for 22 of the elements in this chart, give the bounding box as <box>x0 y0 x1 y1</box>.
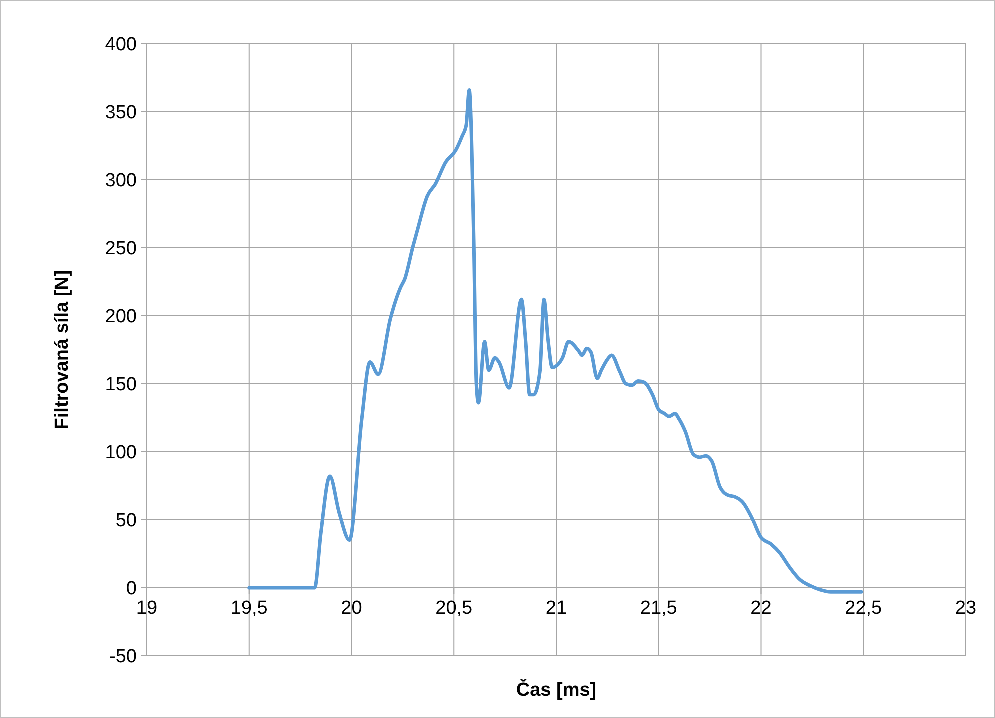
y-tick-label: -50 <box>110 646 137 668</box>
line-series <box>248 88 864 594</box>
x-tick-label: 21,5 <box>640 598 678 619</box>
x-tick-label: 22,5 <box>845 598 882 619</box>
x-tick-label: 19,5 <box>230 598 268 619</box>
y-tick-label: 150 <box>105 374 137 396</box>
x-axis-title: Čas [ms] <box>516 678 597 701</box>
y-tick-label: 400 <box>105 34 137 56</box>
x-tick-label: 22 <box>750 598 772 619</box>
y-tick-label: 200 <box>105 306 137 328</box>
x-tick-label: 20,5 <box>436 598 473 619</box>
y-axis-title: Filtrovaná síla [N] <box>52 270 73 430</box>
x-tick-label: 21 <box>546 598 568 619</box>
x-tick-label: 20 <box>341 598 362 619</box>
x-tick-label: 23 <box>955 598 977 619</box>
y-tick-label: 100 <box>105 442 137 464</box>
y-tick-label: 350 <box>105 102 137 124</box>
y-tick-label: 300 <box>105 170 137 192</box>
x-tick-label: 19 <box>136 598 158 619</box>
y-tick-label: 250 <box>105 238 137 260</box>
y-tick-label: 0 <box>126 578 137 600</box>
y-tick-label: 50 <box>116 510 137 532</box>
